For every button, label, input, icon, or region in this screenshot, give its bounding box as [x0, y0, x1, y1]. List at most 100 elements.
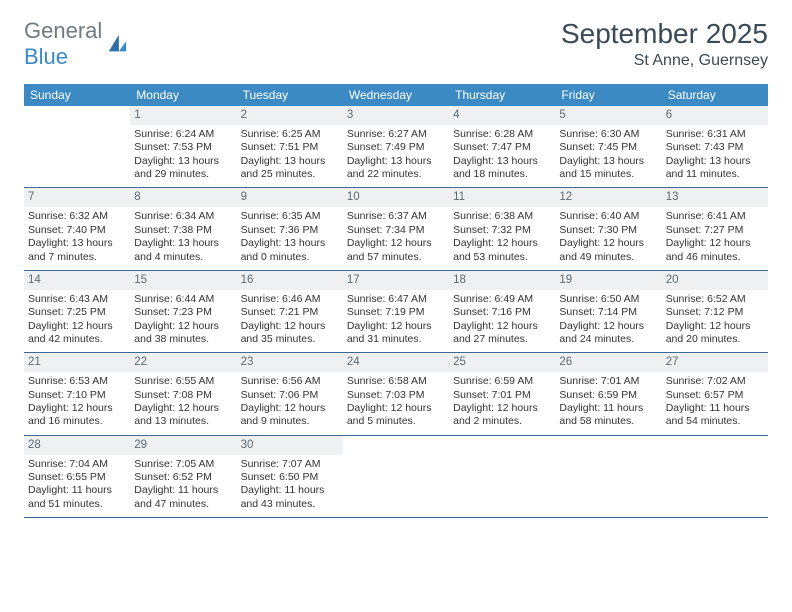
sunrise-text: Sunrise: 7:05 AM — [134, 458, 232, 471]
calendar-cell: 1Sunrise: 6:24 AMSunset: 7:53 PMDaylight… — [130, 106, 236, 187]
dow-wed: Wednesday — [343, 84, 449, 106]
sunrise-text: Sunrise: 6:37 AM — [347, 210, 445, 223]
daylight-text: Daylight: 13 hours and 0 minutes. — [241, 237, 339, 264]
dow-mon: Monday — [130, 84, 236, 106]
calendar-cell: 13Sunrise: 6:41 AMSunset: 7:27 PMDayligh… — [662, 188, 768, 269]
sunrise-text: Sunrise: 6:55 AM — [134, 375, 232, 388]
sunrise-text: Sunrise: 6:28 AM — [453, 128, 551, 141]
sunset-text: Sunset: 7:16 PM — [453, 306, 551, 319]
brand-word-1: General — [24, 18, 102, 43]
sunset-text: Sunset: 7:47 PM — [453, 141, 551, 154]
day-number: 20 — [662, 271, 768, 290]
sunset-text: Sunset: 7:21 PM — [241, 306, 339, 319]
calendar-cell: 29Sunrise: 7:05 AMSunset: 6:52 PMDayligh… — [130, 436, 236, 517]
sunrise-text: Sunrise: 6:56 AM — [241, 375, 339, 388]
day-number: 19 — [555, 271, 661, 290]
day-number: 14 — [24, 271, 130, 290]
title-block: September 2025 St Anne, Guernsey — [561, 18, 768, 70]
sunrise-text: Sunrise: 6:43 AM — [28, 293, 126, 306]
sunrise-text: Sunrise: 6:41 AM — [666, 210, 764, 223]
day-number: 27 — [662, 353, 768, 372]
sunrise-text: Sunrise: 6:50 AM — [559, 293, 657, 306]
sunset-text: Sunset: 7:03 PM — [347, 389, 445, 402]
daylight-text: Daylight: 12 hours and 57 minutes. — [347, 237, 445, 264]
calendar-cell: 14Sunrise: 6:43 AMSunset: 7:25 PMDayligh… — [24, 271, 130, 352]
sunrise-text: Sunrise: 6:44 AM — [134, 293, 232, 306]
sunrise-text: Sunrise: 6:58 AM — [347, 375, 445, 388]
calendar-cell: 20Sunrise: 6:52 AMSunset: 7:12 PMDayligh… — [662, 271, 768, 352]
sunrise-text: Sunrise: 6:38 AM — [453, 210, 551, 223]
sunrise-text: Sunrise: 6:40 AM — [559, 210, 657, 223]
sunset-text: Sunset: 7:40 PM — [28, 224, 126, 237]
brand-word-2: Blue — [24, 44, 68, 69]
day-number: 26 — [555, 353, 661, 372]
day-number: 5 — [555, 106, 661, 125]
calendar: Sunday Monday Tuesday Wednesday Thursday… — [24, 84, 768, 518]
day-number: 28 — [24, 436, 130, 455]
calendar-cell: 19Sunrise: 6:50 AMSunset: 7:14 PMDayligh… — [555, 271, 661, 352]
sunset-text: Sunset: 7:23 PM — [134, 306, 232, 319]
calendar-cell: 4 Sunrise: 6:28 AMSunset: 7:47 PMDaylight… — [449, 106, 555, 187]
calendar-cell: 6Sunrise: 6:31 AMSunset: 7:43 PMDaylight… — [662, 106, 768, 187]
day-number: 25 — [449, 353, 555, 372]
sunrise-text: Sunrise: 6:30 AM — [559, 128, 657, 141]
dow-thu: Thursday — [449, 84, 555, 106]
calendar-cell: 23Sunrise: 6:56 AMSunset: 7:06 PMDayligh… — [237, 353, 343, 434]
daylight-text: Daylight: 13 hours and 15 minutes. — [559, 155, 657, 182]
daylight-text: Daylight: 12 hours and 27 minutes. — [453, 320, 551, 347]
day-number: 12 — [555, 188, 661, 207]
dow-sun: Sunday — [24, 84, 130, 106]
calendar-cell: 9Sunrise: 6:35 AMSunset: 7:36 PMDaylight… — [237, 188, 343, 269]
day-number: 30 — [237, 436, 343, 455]
calendar-cell: 5Sunrise: 6:30 AMSunset: 7:45 PMDaylight… — [555, 106, 661, 187]
calendar-week: 7Sunrise: 6:32 AMSunset: 7:40 PMDaylight… — [24, 188, 768, 270]
sunset-text: Sunset: 7:08 PM — [134, 389, 232, 402]
sunset-text: Sunset: 7:32 PM — [453, 224, 551, 237]
calendar-cell: 3 Sunrise: 6:27 AMSunset: 7:49 PMDaylight… — [343, 106, 449, 187]
day-number: 3 — [343, 106, 449, 125]
calendar-cell: 28Sunrise: 7:04 AMSunset: 6:55 PMDayligh… — [24, 436, 130, 517]
daylight-text: Daylight: 13 hours and 11 minutes. — [666, 155, 764, 182]
sunrise-text: Sunrise: 6:46 AM — [241, 293, 339, 306]
calendar-week: 1Sunrise: 6:24 AMSunset: 7:53 PMDaylight… — [24, 106, 768, 188]
calendar-cell-blank — [449, 436, 555, 517]
sunrise-text: Sunrise: 7:04 AM — [28, 458, 126, 471]
day-number: 2 — [237, 106, 343, 125]
sunrise-text: Sunrise: 7:02 AM — [666, 375, 764, 388]
daylight-text: Daylight: 13 hours and 18 minutes. — [453, 155, 551, 182]
calendar-cell-blank — [24, 106, 130, 187]
day-number: 9 — [237, 188, 343, 207]
daylight-text: Daylight: 12 hours and 20 minutes. — [666, 320, 764, 347]
sunset-text: Sunset: 7:49 PM — [347, 141, 445, 154]
daylight-text: Daylight: 11 hours and 58 minutes. — [559, 402, 657, 429]
daylight-text: Daylight: 12 hours and 49 minutes. — [559, 237, 657, 264]
sunset-text: Sunset: 7:34 PM — [347, 224, 445, 237]
day-number: 16 — [237, 271, 343, 290]
calendar-cell-blank — [343, 436, 449, 517]
daylight-text: Daylight: 12 hours and 2 minutes. — [453, 402, 551, 429]
day-number: 29 — [130, 436, 236, 455]
day-number: 18 — [449, 271, 555, 290]
daylight-text: Daylight: 12 hours and 46 minutes. — [666, 237, 764, 264]
calendar-cell: 2Sunrise: 6:25 AMSunset: 7:51 PMDaylight… — [237, 106, 343, 187]
sunrise-text: Sunrise: 6:35 AM — [241, 210, 339, 223]
day-number: 15 — [130, 271, 236, 290]
calendar-cell: 7Sunrise: 6:32 AMSunset: 7:40 PMDaylight… — [24, 188, 130, 269]
daylight-text: Daylight: 13 hours and 29 minutes. — [134, 155, 232, 182]
calendar-cell: 10Sunrise: 6:37 AMSunset: 7:34 PMDayligh… — [343, 188, 449, 269]
brand-text: General Blue — [24, 18, 102, 70]
header: General Blue September 2025 St Anne, Gue… — [24, 18, 768, 70]
day-number: 4 — [449, 106, 555, 125]
day-of-week-header: Sunday Monday Tuesday Wednesday Thursday… — [24, 84, 768, 106]
sunrise-text: Sunrise: 6:34 AM — [134, 210, 232, 223]
day-number: 6 — [662, 106, 768, 125]
daylight-text: Daylight: 13 hours and 22 minutes. — [347, 155, 445, 182]
calendar-cell: 12Sunrise: 6:40 AMSunset: 7:30 PMDayligh… — [555, 188, 661, 269]
daylight-text: Daylight: 12 hours and 24 minutes. — [559, 320, 657, 347]
calendar-cell-blank — [662, 436, 768, 517]
sunset-text: Sunset: 7:51 PM — [241, 141, 339, 154]
sunset-text: Sunset: 6:50 PM — [241, 471, 339, 484]
sunrise-text: Sunrise: 6:27 AM — [347, 128, 445, 141]
sunset-text: Sunset: 7:27 PM — [666, 224, 764, 237]
calendar-cell: 21Sunrise: 6:53 AMSunset: 7:10 PMDayligh… — [24, 353, 130, 434]
